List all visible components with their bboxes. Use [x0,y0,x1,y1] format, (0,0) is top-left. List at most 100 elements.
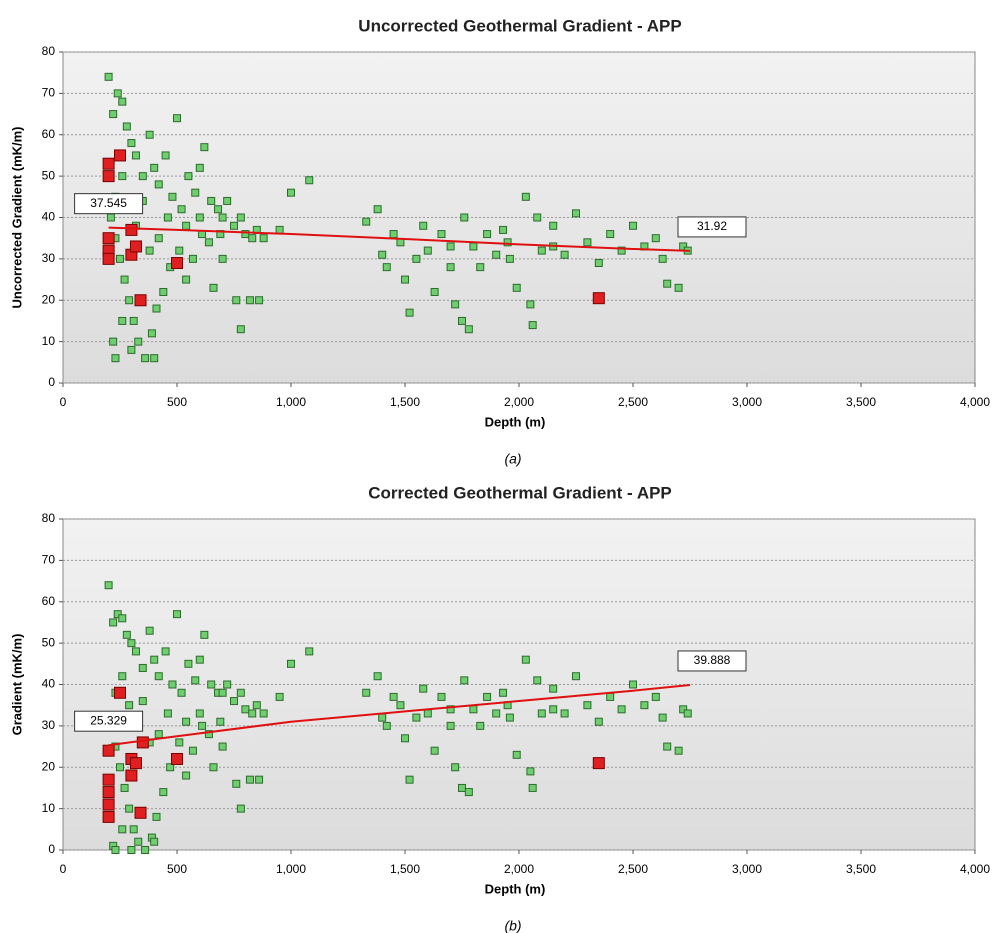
data-point [629,680,637,689]
data-point [152,812,161,821]
data-point [583,701,592,710]
data-point [207,196,216,205]
data-point [476,721,485,730]
data-point [111,846,120,854]
data-point [184,172,193,181]
data-point [528,321,537,330]
data-point [458,783,466,792]
data-point [200,143,209,152]
data-point [118,97,127,106]
data-point [492,250,501,259]
data-point [236,804,245,813]
data-point [218,742,227,751]
y-tick-label: 30 [42,718,56,732]
data-point [549,221,558,230]
x-tick-label: 2,500 [618,395,648,409]
data-point [188,746,197,755]
data-point [106,213,115,222]
data-point [116,254,124,263]
data-point [129,240,142,253]
data-point [245,296,254,305]
data-point [175,738,184,747]
data-point [182,275,191,284]
data-point [606,692,615,701]
trend-line [108,226,691,252]
data-point [159,287,168,296]
data-point [651,692,660,701]
y-tick-label: 0 [48,375,55,389]
data-point [125,701,134,710]
caption: (a) [504,451,521,467]
x-tick-label: 0 [60,862,67,876]
data-point [430,287,439,296]
data-point [131,151,140,160]
data-point [218,213,227,222]
y-tick-label: 10 [42,334,56,348]
data-point [136,736,149,749]
data-point [606,230,615,239]
data-point [152,304,161,313]
data-point [305,176,314,185]
data-point [458,316,466,325]
data-point [505,254,514,263]
data-point [451,763,460,772]
data-point [104,581,113,590]
annotation: 39.888 [694,653,731,667]
data-point [209,283,218,292]
data-point [512,750,521,759]
data-point [154,180,163,189]
data-point [236,325,245,334]
data-point [419,221,428,230]
data-point [259,234,268,243]
data-point [232,779,241,788]
data-point [658,254,667,263]
annotation-box [677,650,747,672]
data-point [198,721,207,730]
data-point [521,192,530,201]
data-point [437,230,446,239]
x-axis-label: Depth (m) [485,881,546,896]
data-point [118,172,127,181]
data-point [230,221,238,230]
data-point [116,763,124,772]
data-point [389,230,398,239]
data-point [651,234,660,243]
data-point [214,205,223,214]
data-point [629,221,637,230]
data-point [382,721,391,730]
data-point [560,250,569,259]
data-point [396,701,405,710]
data-point [373,205,382,214]
data-point [594,717,603,726]
data-point [129,825,138,834]
data-point [125,804,134,813]
data-point [129,316,138,325]
data-point [163,709,172,718]
x-tick-label: 4,000 [960,862,990,876]
caption: (b) [504,918,521,933]
data-point [287,659,295,668]
y-axis-label: Uncorrected Gradient (mK/m) [9,126,24,308]
data-point [430,746,439,755]
data-point [150,354,159,363]
y-tick-label: 0 [48,842,55,856]
data-point [102,773,115,786]
data-point [134,837,143,846]
data-point [195,655,204,664]
data-point [182,717,191,726]
data-point [446,263,455,272]
y-tick-label: 50 [42,168,56,182]
data-point [127,345,136,354]
y-tick-label: 80 [42,511,56,525]
data-point [120,783,129,792]
data-point [252,701,261,710]
data-point [102,810,115,823]
data-point [663,742,672,751]
data-point [617,705,626,714]
data-point [679,705,688,714]
data-point [125,223,138,236]
data-point [127,639,136,648]
data-point [159,788,168,797]
data-point [223,196,232,205]
data-point [109,337,118,346]
